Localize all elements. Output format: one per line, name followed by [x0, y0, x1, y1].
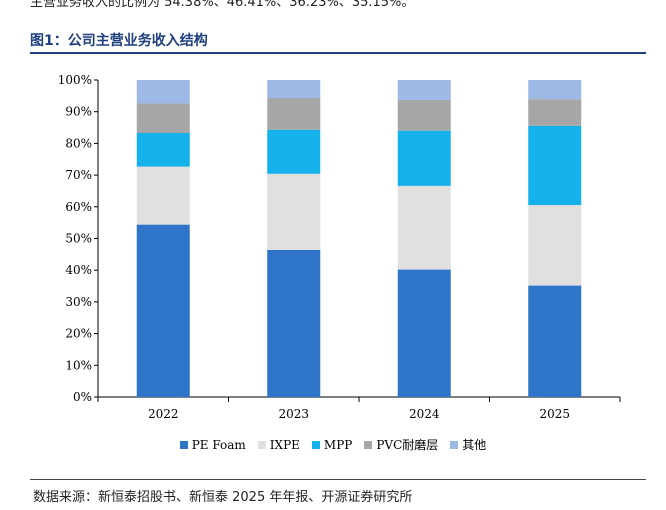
legend-label: PVC耐磨层 — [376, 438, 439, 452]
legend-label: PE Foam — [191, 437, 246, 452]
legend-label: 其他 — [462, 438, 487, 452]
bar-segment-ixpe-2022 — [136, 166, 190, 225]
x-tick-label: 2024 — [409, 407, 440, 421]
bar-segment-pvc-2022 — [136, 103, 190, 134]
y-tick-label: 20% — [65, 327, 92, 341]
figure-title: 图1：公司主营业务收入结构 — [30, 33, 208, 49]
bar-segment-ixpe-2025 — [528, 205, 582, 286]
y-tick-label: 10% — [65, 358, 92, 372]
intro-text: 主营业务收入的比例为 54.38%、46.41%、36.23%、35.15%。 — [30, 0, 415, 10]
y-tick-label: 70% — [65, 168, 92, 182]
y-tick-label: 30% — [65, 295, 92, 309]
bar-segment-pe_foam-2024 — [397, 269, 451, 397]
bar-segment-pvc-2023 — [267, 98, 321, 130]
bar-segment-other-2023 — [267, 80, 321, 99]
bar-segment-pe_foam-2023 — [267, 249, 321, 397]
title-rule — [30, 52, 646, 54]
y-tick-label: 80% — [65, 136, 92, 150]
y-tick-label: 40% — [65, 263, 92, 277]
y-tick-label: 90% — [65, 105, 92, 119]
legend-item-pvc: PVC耐磨层 — [364, 436, 438, 453]
bar-segment-mpp-2022 — [136, 133, 190, 167]
bar-segment-other-2025 — [528, 80, 582, 100]
bar-segment-pe_foam-2025 — [528, 285, 582, 397]
bar-segment-other-2024 — [397, 80, 451, 100]
legend-label: MPP — [323, 437, 353, 452]
bar-segment-pe_foam-2022 — [136, 224, 190, 397]
legend-swatch — [450, 440, 459, 449]
x-tick-label: 2025 — [539, 407, 570, 421]
y-tick-label: 100% — [58, 73, 92, 87]
chart-legend: PE Foam IXPE MPP PVC耐磨层 其他 — [0, 436, 666, 453]
bar-segment-mpp-2024 — [397, 130, 451, 186]
bar-segment-mpp-2023 — [267, 129, 321, 174]
legend-item-ixpe: IXPE — [257, 437, 300, 452]
legend-item-mpp: MPP — [311, 437, 353, 452]
y-tick-label: 60% — [65, 200, 92, 214]
bar-segment-pvc-2024 — [397, 99, 451, 131]
legend-swatch — [364, 440, 373, 449]
y-tick-label: 0% — [73, 390, 92, 404]
source-note: 数据来源：新恒泰招股书、新恒泰 2025 年年报、开源证券研究所 — [33, 490, 413, 505]
legend-swatch — [179, 440, 188, 449]
legend-label: IXPE — [269, 437, 300, 452]
legend-item-pe_foam: PE Foam — [179, 437, 246, 452]
bar-segment-pvc-2025 — [528, 99, 582, 126]
bar-segment-ixpe-2024 — [397, 185, 451, 270]
y-tick-label: 50% — [65, 232, 92, 246]
source-rule — [30, 479, 646, 480]
bar-segment-ixpe-2023 — [267, 173, 321, 250]
legend-swatch — [311, 440, 320, 449]
legend-swatch — [257, 440, 266, 449]
x-tick-label: 2022 — [148, 407, 179, 421]
legend-item-other: 其他 — [450, 436, 486, 453]
bar-segment-other-2022 — [136, 80, 190, 104]
bar-segment-mpp-2025 — [528, 125, 582, 206]
x-tick-label: 2023 — [278, 407, 309, 421]
